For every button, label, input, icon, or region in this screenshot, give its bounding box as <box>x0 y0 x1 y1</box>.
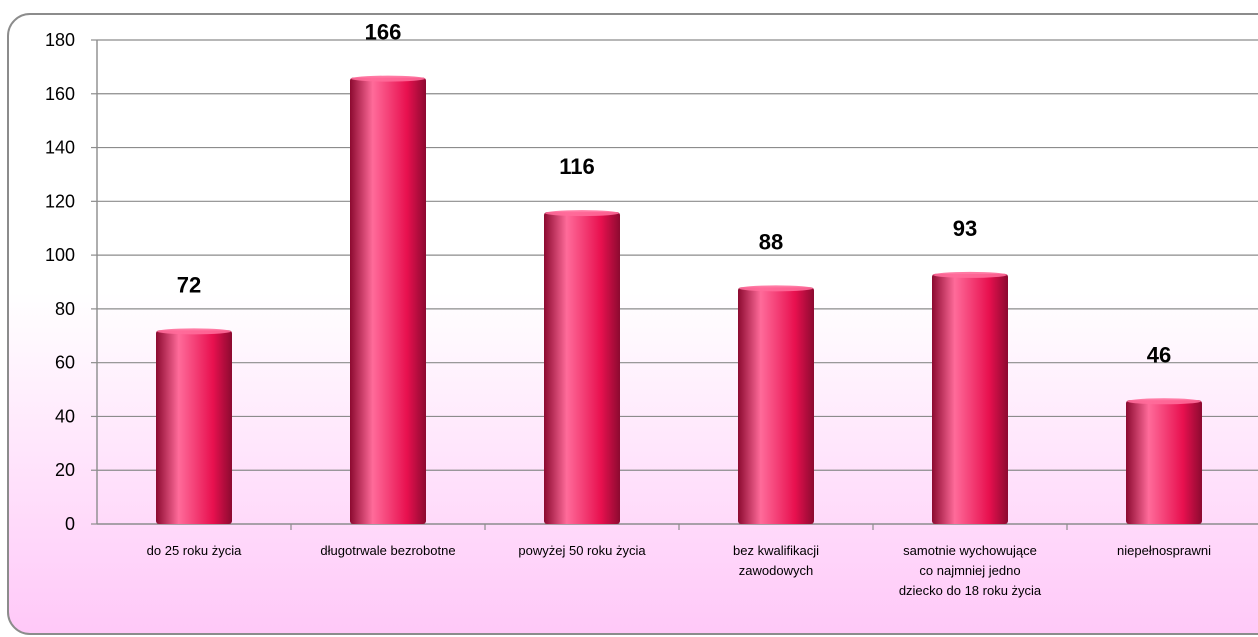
x-category-label: powyżej 50 roku życia <box>518 543 646 558</box>
bar <box>932 273 1008 524</box>
x-category-label: niepełnosprawni <box>1117 543 1211 558</box>
bar <box>350 77 426 525</box>
data-label: 93 <box>953 216 977 241</box>
data-label: 72 <box>177 272 201 297</box>
y-tick-label: 180 <box>45 30 75 50</box>
labels: 0 20 40 60 80 100 120 140 160 180 72 do 25 roku życ… <box>45 20 1211 598</box>
y-tick-label: 100 <box>45 245 75 265</box>
bar <box>544 212 620 525</box>
x-category-label: samotnie wychowujące co najmniej jedno dzi… <box>899 543 1042 598</box>
bar <box>1126 400 1202 524</box>
y-tick-label: 140 <box>45 138 75 158</box>
x-category-label: do 25 roku życia <box>147 543 242 558</box>
bar-top <box>1127 398 1201 405</box>
bars <box>156 75 1202 525</box>
axes <box>91 39 1258 530</box>
bar-top <box>351 75 425 82</box>
y-tick-label: 120 <box>45 191 75 211</box>
y-tick-label: 0 <box>65 514 75 534</box>
data-label: 46 <box>1147 342 1171 367</box>
y-tick-label: 80 <box>55 299 75 319</box>
bar-top <box>545 210 619 217</box>
x-category-label: bez kwalifikacji zawodowych <box>733 543 819 578</box>
y-tick-label: 60 <box>55 353 75 373</box>
bar-top <box>739 285 813 292</box>
y-tick-label: 40 <box>55 406 75 426</box>
y-tick-label: 160 <box>45 84 75 104</box>
y-tick-label: 20 <box>55 460 75 480</box>
plot-background <box>7 13 1258 635</box>
data-label: 166 <box>365 20 402 45</box>
bar <box>738 287 814 524</box>
data-label: 116 <box>559 154 595 179</box>
bar-top <box>157 328 231 335</box>
gridlines <box>97 39 1258 471</box>
bar <box>156 330 232 524</box>
bar-top <box>933 271 1007 278</box>
x-category-label: długotrwale bezrobotne <box>320 543 455 558</box>
data-label: 88 <box>759 229 783 254</box>
